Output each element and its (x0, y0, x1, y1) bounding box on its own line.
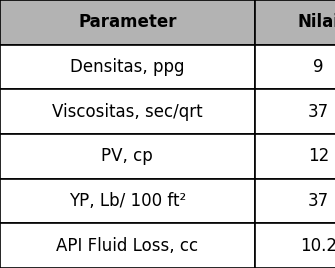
Text: 12: 12 (308, 147, 329, 165)
Bar (0, 0, 255, 45)
Text: PV, cp: PV, cp (102, 147, 153, 165)
Bar (255, 179, 335, 223)
Text: Densitas, ppg: Densitas, ppg (70, 58, 185, 76)
Bar (0, 134, 255, 179)
Text: API Fluid Loss, cc: API Fluid Loss, cc (56, 237, 198, 255)
Text: YP, Lb/ 100 ft²: YP, Lb/ 100 ft² (69, 192, 186, 210)
Text: Parameter: Parameter (78, 13, 177, 31)
Bar (255, 45, 335, 89)
Text: Viscositas, sec/qrt: Viscositas, sec/qrt (52, 103, 203, 121)
Bar (255, 0, 335, 45)
Bar (0, 179, 255, 223)
Text: 37: 37 (308, 103, 329, 121)
Bar (0, 45, 255, 89)
Bar (255, 223, 335, 268)
Bar (255, 134, 335, 179)
Bar (0, 89, 255, 134)
Text: 10.2: 10.2 (300, 237, 335, 255)
Text: 37: 37 (308, 192, 329, 210)
Text: 9: 9 (313, 58, 324, 76)
Bar (0, 223, 255, 268)
Text: Nilai: Nilai (297, 13, 335, 31)
Bar (255, 89, 335, 134)
